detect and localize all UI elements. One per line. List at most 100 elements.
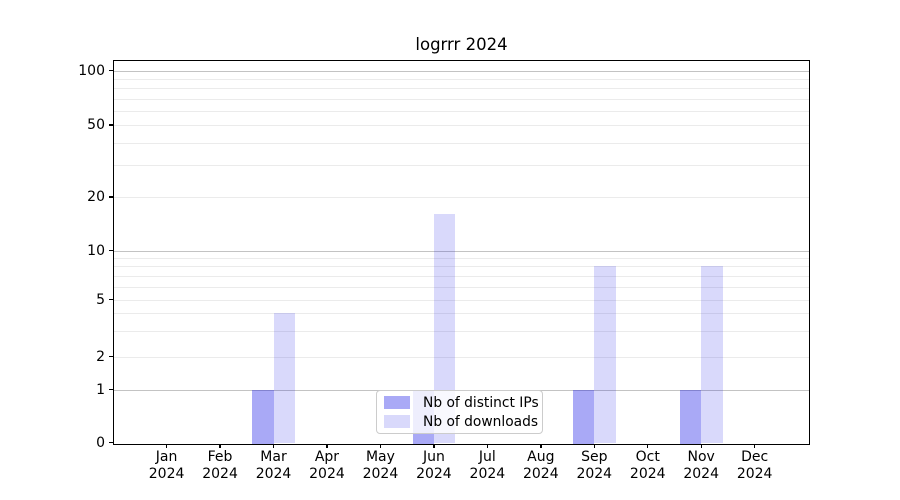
x-tick-month: Dec [741, 449, 769, 465]
y-tick-label: 50 [87, 117, 105, 133]
x-tick-label-dec: Dec 2024 [720, 449, 790, 483]
x-tick-year: 2024 [683, 466, 719, 482]
x-tick-label-jan: Jan 2024 [132, 449, 202, 483]
y-tick-mark [108, 69, 113, 72]
legend: Nb of distinct IPs Nb of downloads [376, 390, 543, 434]
x-tick-month: Oct [635, 449, 660, 465]
x-tick-mark [647, 443, 649, 448]
gridline-minor [113, 98, 810, 100]
axis-spine-left [113, 60, 115, 445]
x-tick-label-nov: Nov 2024 [666, 449, 736, 483]
x-tick-label-aug: Aug 2024 [506, 449, 576, 483]
x-tick-year: 2024 [148, 466, 185, 482]
y-tick-label: 10 [87, 242, 105, 259]
x-tick-month: Apr [314, 449, 340, 465]
x-tick-month: Jan [155, 449, 178, 465]
x-tick-month: Mar [260, 449, 287, 465]
x-tick-label-mar: Mar 2024 [239, 449, 309, 483]
gridline-minor [113, 313, 810, 315]
gridline-minor [113, 125, 810, 126]
y-tick-mark [108, 388, 113, 391]
bar-nb-of-downloads-sep [594, 266, 616, 444]
x-tick-mark [379, 443, 382, 448]
x-tick-year: 2024 [362, 466, 399, 482]
gridline-minor [113, 299, 810, 301]
y-tick-label: 20 [87, 189, 105, 205]
x-tick-label-jul: Jul 2024 [452, 449, 522, 483]
gridline-major [113, 70, 810, 72]
bar-nb-of-downloads-jun [433, 214, 456, 444]
y-tick-mark [108, 196, 113, 198]
x-tick-month: Aug [527, 449, 555, 465]
x-tick-year: 2024 [629, 466, 666, 482]
bar-nb-of-distinct-ips-mar [252, 389, 274, 444]
x-tick-label-feb: Feb 2024 [185, 449, 255, 483]
bar-nb-of-downloads-nov [701, 266, 723, 444]
gridline-minor [113, 266, 810, 268]
legend-swatch-downloads [384, 415, 410, 428]
x-tick-mark [754, 443, 756, 448]
bar-nb-of-downloads-mar [273, 313, 295, 444]
x-tick-year: 2024 [202, 466, 238, 482]
gridline-minor [113, 142, 810, 144]
y-tick-label: 100 [78, 62, 105, 79]
x-tick-month: Jun [422, 449, 445, 465]
gridline-minor [113, 197, 810, 198]
plot-area: Nb of distinct IPs Nb of downloads 0 1 2 5 1… [78, 60, 810, 482]
gridline-minor [113, 88, 810, 90]
x-tick-label-sep: Sep 2024 [559, 449, 629, 483]
legend-item-downloads: Nb of downloads [384, 414, 542, 430]
y-tick-mark [108, 298, 113, 301]
gridline-minor [113, 331, 810, 333]
gridline-minor [113, 165, 810, 167]
y-tick-mark [108, 441, 113, 444]
legend-swatch-distinct-ips [384, 396, 410, 409]
x-tick-mark [540, 443, 542, 448]
x-tick-label-apr: Apr 2024 [292, 449, 362, 483]
x-tick-mark [219, 443, 221, 448]
x-tick-month: Sep [581, 449, 608, 465]
axis-spine-right [808, 60, 810, 445]
legend-label-downloads: Nb of downloads [423, 413, 539, 430]
y-tick-label: 0 [96, 434, 105, 451]
x-tick-mark [700, 443, 702, 448]
x-tick-year: 2024 [416, 466, 452, 482]
gridline-major [113, 250, 810, 252]
y-tick-label: 2 [96, 348, 105, 365]
x-tick-label-may: May 2024 [345, 449, 415, 483]
x-tick-mark [593, 443, 595, 448]
x-tick-mark [166, 443, 168, 448]
axis-spine-top [113, 60, 810, 62]
axis-spine-bottom [113, 443, 810, 445]
x-tick-year: 2024 [522, 466, 559, 482]
legend-label-distinct-ips: Nb of distinct IPs [423, 394, 539, 411]
x-tick-year: 2024 [255, 466, 292, 482]
gridline-minor [113, 78, 810, 80]
gridline-minor [113, 286, 810, 288]
x-tick-year: 2024 [469, 466, 506, 482]
y-tick-mark [108, 124, 113, 126]
x-tick-mark [486, 443, 489, 448]
x-tick-year: 2024 [576, 466, 613, 482]
bar-nb-of-distinct-ips-nov [679, 389, 702, 444]
x-tick-month: Nov [687, 449, 715, 465]
x-tick-year: 2024 [736, 466, 773, 482]
y-tick-label: 5 [96, 291, 105, 308]
x-tick-mark [326, 443, 328, 448]
y-tick-mark [108, 355, 113, 358]
gridline-minor [113, 257, 810, 259]
y-tick-label: 1 [96, 381, 105, 398]
y-tick-mark [108, 249, 113, 252]
chart-title: logrrr 2024 [415, 35, 508, 54]
x-tick-mark [433, 443, 435, 448]
bar-nb-of-distinct-ips-sep [572, 389, 595, 444]
x-tick-month: Jul [478, 449, 496, 465]
x-tick-mark [272, 443, 275, 448]
x-tick-label-oct: Oct 2024 [613, 449, 683, 483]
x-tick-year: 2024 [309, 466, 345, 482]
x-tick-label-jun: Jun 2024 [399, 449, 469, 483]
legend-item-distinct-ips: Nb of distinct IPs [384, 395, 542, 411]
gridline-minor [113, 356, 810, 358]
x-tick-month: Feb [207, 449, 233, 465]
